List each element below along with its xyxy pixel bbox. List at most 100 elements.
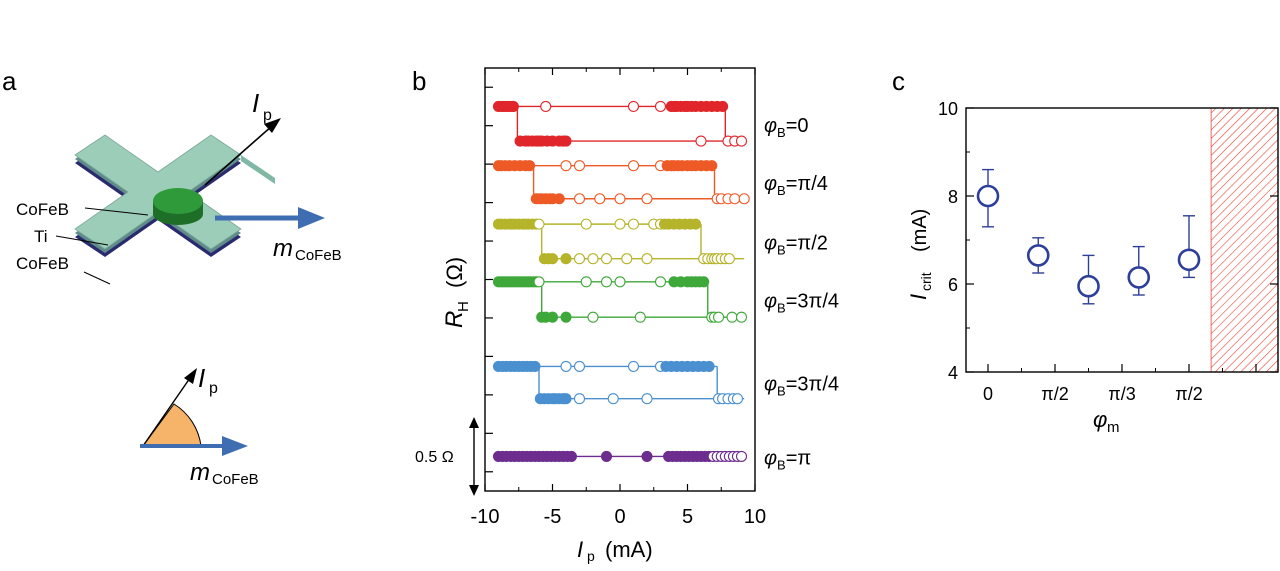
data-point-high: [529, 360, 541, 372]
current-arrow-line: [204, 125, 273, 186]
data-point-high: [690, 218, 702, 230]
series-label-sub: B: [777, 125, 786, 140]
panel-c-ticks: 4 6 8 10 0 π/2 π/3 π/2: [938, 99, 1278, 404]
scale-bar: [469, 417, 479, 496]
series-label-4: φB=3π/4: [764, 374, 839, 399]
panel-c-ytick-label: 10: [938, 99, 958, 119]
series-label-sub: B: [777, 457, 786, 472]
panel-b-curves: [492, 100, 750, 462]
series-label-2: φB=π/2: [764, 232, 828, 257]
data-point-low: [587, 253, 599, 265]
data-marker: [1026, 244, 1050, 267]
series-label-value: =3π/4: [786, 290, 839, 312]
data-point-low: [726, 311, 738, 323]
magnetization-arrowhead-icon: [298, 207, 325, 229]
data-point-high: [533, 276, 545, 288]
device-schematic: [74, 134, 275, 257]
data-point-low: [634, 311, 646, 323]
panel-b-series-3: [492, 276, 748, 323]
series-label-value: =3π/4: [786, 374, 839, 396]
panel-b-xtick-label: 5: [682, 506, 693, 528]
series-label-symbol: φ: [764, 290, 777, 312]
panel-c-ytick-label: 6: [948, 275, 958, 295]
panel-b-xlabel: I: [577, 537, 583, 562]
data-point-low: [735, 450, 748, 462]
series-label-value: =π/2: [786, 232, 828, 254]
magnetization-label: m: [273, 235, 293, 262]
series-label-value: =π/4: [786, 173, 828, 195]
series-label-value: =π: [786, 447, 811, 469]
data-point-low: [641, 253, 653, 265]
data-point-high: [600, 276, 613, 288]
data-point-low: [607, 393, 619, 405]
panel-b-xlabel-unit: (mA): [605, 537, 653, 562]
data-point-low: [546, 253, 559, 265]
panel-c-xtick-label: π/3: [1108, 384, 1135, 404]
panel-c-xtick-label: π/2: [1041, 384, 1068, 404]
angle-magnetization-label: m: [190, 459, 210, 486]
magnetization-sub: CoFeB: [295, 247, 342, 264]
data-point-low: [729, 193, 741, 205]
series-label-sub: B: [777, 384, 786, 399]
data-point-high: [627, 100, 640, 113]
data-point-high: [533, 218, 545, 230]
angle-sector: [142, 403, 202, 447]
data-point-high: [580, 218, 592, 230]
data-point-low: [735, 311, 748, 323]
data-point-low: [712, 311, 725, 323]
scale-bar-label: 0.5 Ω: [415, 449, 454, 466]
label-bottom-cofeb: CoFeB: [16, 254, 69, 273]
data-point-low: [546, 311, 559, 323]
data-point-low: [600, 253, 613, 265]
data-point-low: [723, 253, 735, 265]
panel-b-xtick-label: -5: [544, 506, 562, 528]
data-marker: [976, 184, 1000, 208]
data-point-high: [717, 100, 729, 113]
panel-b-series-5: [492, 450, 748, 462]
data-point-low: [573, 393, 586, 405]
pillar-top: [153, 188, 203, 214]
data-point-high: [614, 218, 626, 230]
data-point-high: [580, 276, 592, 288]
data-point-low: [573, 193, 586, 205]
panel-c-point-1: [1026, 237, 1050, 274]
panel-b-xtick-label: 0: [614, 506, 625, 528]
data-point-high: [698, 276, 710, 288]
panel-c-ylabel-sub: crit: [918, 272, 934, 291]
data-point-high: [507, 100, 519, 113]
panel-b-ylabel-sub: H: [455, 301, 472, 312]
panel-c-point-2: [1077, 254, 1100, 305]
current-sub-top: p: [263, 107, 272, 124]
current-label-top: I: [252, 88, 259, 118]
series-label-value: =0: [786, 115, 809, 137]
panel-c-ylabel-unit: (mA): [909, 209, 931, 252]
panel-c-point-3: [1127, 245, 1151, 296]
angle-current-arrowhead-icon: [184, 368, 197, 384]
angle-magnetization-sub: CoFeB: [212, 471, 259, 488]
series-label-5: φB=π: [764, 447, 811, 472]
data-point-low: [614, 193, 626, 205]
data-point-high: [573, 160, 586, 172]
panel-b-x-ticks: -10 -5 0 5 10: [471, 68, 766, 528]
series-label-1: φB=π/4: [764, 173, 828, 198]
data-point-low: [573, 253, 586, 265]
angle-diagram: [140, 368, 248, 456]
angle-current-line: [142, 377, 191, 447]
data-point-high: [614, 276, 626, 288]
panel-b-plot: -10 -5 0 5 10: [471, 67, 766, 528]
panel-b-series-labels: φB=0φB=π/4φB=π/2φB=3π/4φB=3π/4φB=π: [764, 115, 839, 473]
panel-b-series-1: [492, 160, 750, 205]
label-top-cofeb: CoFeB: [16, 200, 69, 219]
panel-c-xtick-label: π/2: [1175, 384, 1202, 404]
data-point-low: [553, 193, 565, 205]
top-layer-cross: [74, 134, 242, 250]
panel-c-ytick-label: 8: [948, 187, 958, 207]
leader-ti: [55, 235, 109, 246]
data-marker: [1077, 274, 1100, 298]
series-label-3: φB=3π/4: [764, 290, 839, 315]
panel-label-b: b: [412, 66, 426, 96]
panel-b-y-ticks: [485, 86, 493, 473]
panel-c-ylabel-group: I crit (mA): [906, 209, 934, 300]
data-point-high: [560, 160, 572, 172]
